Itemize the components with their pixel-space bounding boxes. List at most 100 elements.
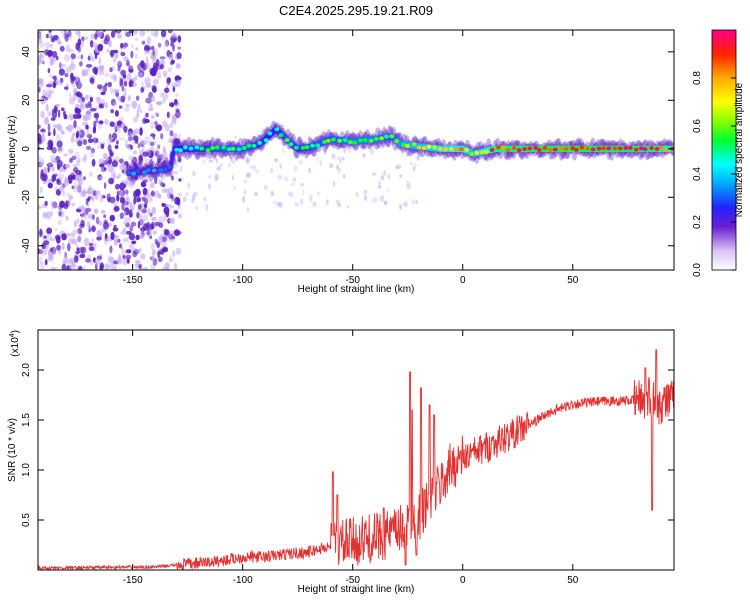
ridge-core (527, 146, 533, 151)
noise-speckle (152, 86, 157, 93)
noise-speckle (152, 62, 159, 70)
noise-speckle (116, 194, 120, 202)
noise-speckle (175, 62, 181, 67)
noise-speckle (58, 211, 62, 217)
noise-speckle (45, 116, 49, 124)
noise-speckle (91, 225, 96, 232)
noise-speckle (98, 120, 104, 125)
noise-speckle (62, 260, 67, 265)
noise-speckle (131, 100, 138, 109)
noise-speckle (395, 165, 399, 169)
noise-speckle (42, 212, 48, 219)
noise-speckle (232, 159, 235, 165)
ridge-core (352, 140, 357, 145)
noise-speckle (108, 177, 115, 185)
noise-speckle (150, 45, 155, 51)
noise-speckle (90, 147, 95, 154)
noise-speckle (100, 64, 105, 70)
noise-speckle (173, 98, 178, 106)
noise-speckle (276, 202, 282, 207)
noise-speckle (329, 162, 334, 169)
ridge-core (469, 152, 475, 157)
noise-speckle (145, 45, 151, 51)
noise-speckle (169, 171, 172, 178)
noise-speckle (145, 112, 149, 118)
noise-speckle (61, 189, 66, 197)
noise-speckle (146, 140, 152, 144)
ridge-core (638, 146, 644, 151)
noise-speckle (348, 146, 351, 154)
noise-speckle (164, 123, 170, 132)
noise-speckle (118, 188, 124, 197)
noise-speckle (93, 137, 97, 145)
noise-speckle (138, 213, 143, 222)
noise-speckle (216, 166, 221, 171)
noise-speckle (110, 30, 116, 38)
noise-speckle (307, 135, 311, 141)
noise-speckle (124, 216, 128, 225)
chart-title: C2E4.2025.295.19.21.R09 (279, 3, 433, 18)
noise-speckle (125, 31, 131, 37)
noise-speckle (134, 37, 139, 41)
noise-speckle (136, 212, 140, 219)
noise-speckle (56, 244, 61, 251)
noise-speckle (71, 261, 76, 268)
noise-speckle (71, 202, 76, 207)
ridge-core (151, 168, 157, 173)
noise-speckle (245, 158, 250, 164)
noise-speckle (125, 249, 132, 254)
noise-speckle (45, 211, 52, 220)
noise-speckle (338, 158, 342, 164)
noise-speckle (196, 153, 201, 158)
noise-speckle (138, 264, 142, 270)
snr-panel: -150 -100 -50 0 50 0.5 1.0 1.5 2.0 Height of st… (7, 329, 675, 595)
noise-speckle (80, 54, 84, 60)
noise-speckle (137, 204, 142, 210)
noise-speckle (85, 130, 91, 138)
noise-speckle (76, 81, 83, 90)
noise-speckle (42, 248, 48, 256)
noise-speckle (208, 183, 211, 190)
y-tick-label: -40 (21, 238, 32, 253)
snr-y-label: SNR (10 * v/v) (7, 418, 18, 482)
noise-speckle (89, 96, 93, 103)
noise-speckle (72, 164, 77, 168)
noise-speckle (98, 158, 105, 165)
noise-speckle (98, 220, 103, 226)
noise-speckle (279, 163, 282, 170)
noise-speckle (84, 237, 90, 246)
noise-speckle (48, 30, 52, 33)
noise-speckle (416, 155, 420, 161)
noise-speckle (57, 147, 64, 154)
noise-speckle (44, 200, 48, 206)
snr-scale-exponent: 4 (9, 333, 16, 337)
noise-speckle (149, 141, 155, 147)
noise-speckle (76, 175, 83, 182)
noise-speckle (362, 153, 366, 158)
noise-speckle (126, 59, 130, 67)
noise-speckle (316, 157, 319, 163)
noise-speckle (97, 122, 102, 130)
noise-speckle (44, 49, 49, 56)
noise-speckle (57, 147, 63, 152)
x-tick-label: -100 (233, 275, 253, 286)
noise-speckle (87, 94, 92, 99)
noise-speckle (365, 144, 370, 149)
noise-speckle (312, 201, 317, 208)
noise-speckle (250, 165, 254, 169)
noise-speckle (128, 65, 134, 73)
ridge-core (464, 147, 470, 152)
noise-speckle (173, 161, 179, 169)
noise-speckle (113, 88, 120, 94)
noise-speckle (60, 63, 66, 68)
ridge-core (178, 148, 183, 153)
noise-speckle (116, 140, 119, 145)
noise-speckle (71, 132, 76, 137)
noise-speckle (38, 205, 42, 209)
noise-speckle (124, 139, 129, 144)
snr-y-scale: (x104) (9, 330, 21, 357)
noise-speckle (103, 182, 107, 190)
noise-speckle (83, 139, 88, 146)
noise-speckle (106, 193, 111, 201)
noise-speckle (52, 201, 58, 209)
